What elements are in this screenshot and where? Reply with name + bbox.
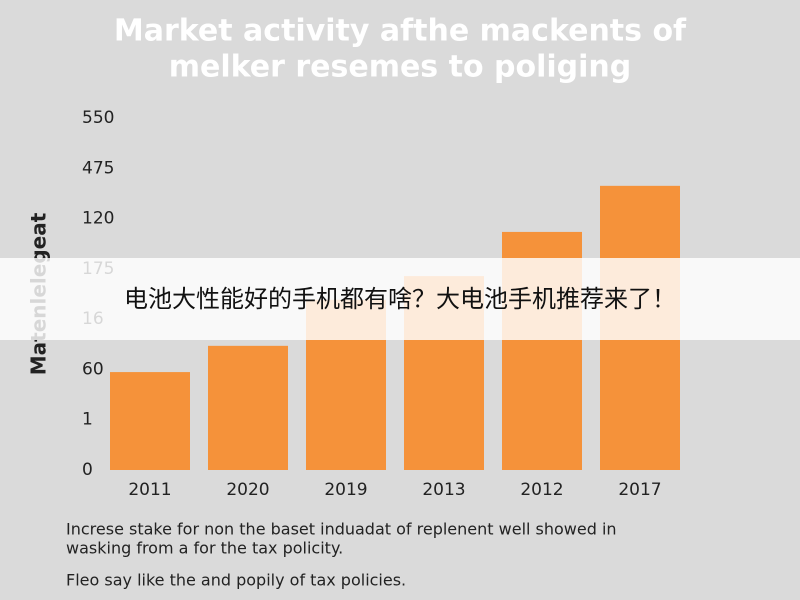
caption-banner	[0, 258, 800, 340]
x-tick-label: 2019	[324, 480, 367, 500]
y-tick-label: 475	[82, 159, 114, 179]
y-tick-label: 0	[82, 460, 93, 480]
bar	[110, 372, 190, 470]
bar	[208, 345, 288, 470]
overlay-caption: 电池大性能好的手机都有啥？大电池手机推荐来了！	[124, 285, 676, 313]
y-tick-label: 1	[82, 409, 93, 429]
y-tick-label: 120	[82, 208, 114, 228]
note: wasking from a for the tax policity.	[66, 539, 343, 558]
x-tick-label: 2020	[226, 480, 269, 500]
x-tick-label: 2011	[128, 480, 171, 500]
note: Increse stake for non the baset induadat…	[66, 520, 617, 539]
chart-title: Market activity afthe mackents of	[114, 14, 687, 49]
x-tick-label: 2012	[520, 480, 563, 500]
x-tick-label: 2017	[618, 480, 661, 500]
chart-title: melker resemes to poliging	[169, 50, 632, 85]
y-tick-label: 550	[82, 108, 114, 128]
y-tick-label: 60	[82, 360, 104, 380]
note: Fleo say like the and popily of tax poli…	[66, 571, 406, 590]
x-tick-label: 2013	[422, 480, 465, 500]
